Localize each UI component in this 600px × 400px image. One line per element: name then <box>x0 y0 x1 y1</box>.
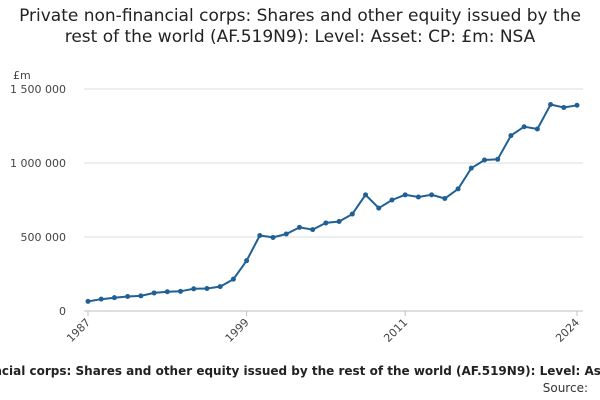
y-tick-label: 500 000 <box>21 231 67 244</box>
data-point <box>363 192 369 198</box>
data-point <box>442 196 448 202</box>
data-point <box>310 227 316 233</box>
y-axis-ticks: 0 500 000 1 000 000 1 500 000 <box>10 83 66 318</box>
data-point <box>85 298 91 304</box>
data-point <box>481 157 487 163</box>
y-tick-label: 1 500 000 <box>10 83 66 96</box>
data-point <box>548 102 554 108</box>
data-point <box>257 233 263 239</box>
data-point <box>349 211 355 217</box>
data-point <box>244 258 250 264</box>
data-point <box>270 234 276 240</box>
data-point <box>151 290 157 296</box>
grid-lines <box>84 88 583 312</box>
data-point <box>429 192 435 198</box>
data-point <box>178 288 184 294</box>
data-point <box>389 197 395 203</box>
data-point <box>191 286 197 292</box>
data-point <box>574 102 580 108</box>
data-point <box>138 293 144 299</box>
x-axis: 1987 1999 2011 2024 <box>64 310 583 345</box>
data-point <box>323 220 329 226</box>
data-points <box>85 102 580 304</box>
y-axis-label: £m <box>13 69 31 82</box>
data-point <box>468 165 474 171</box>
y-tick-label: 1 000 000 <box>10 157 66 170</box>
footer-caption: Private non-financial corps: Shares and … <box>0 364 600 378</box>
data-point <box>415 194 421 200</box>
data-point <box>283 231 289 237</box>
footer-caption-text: Private non-financial corps: Shares and … <box>0 364 600 378</box>
x-tick-label: 2024 <box>553 316 582 345</box>
data-point <box>508 133 514 139</box>
data-point <box>125 293 131 299</box>
data-point <box>230 276 236 282</box>
chart-title: Private non-financial corps: Shares and … <box>19 6 581 47</box>
data-point <box>336 218 342 224</box>
data-point <box>561 105 567 110</box>
data-point <box>217 284 223 290</box>
data-point <box>204 286 210 292</box>
data-point <box>164 289 170 295</box>
data-point <box>495 156 501 162</box>
data-point <box>455 186 461 192</box>
x-tick-label: 2011 <box>381 316 410 345</box>
data-point <box>98 296 104 302</box>
x-tick-label: 1999 <box>223 316 252 345</box>
series-line <box>87 103 578 303</box>
data-point <box>296 224 302 230</box>
data-point <box>402 192 408 198</box>
data-point <box>534 126 540 132</box>
y-tick-label: 0 <box>59 305 66 318</box>
data-point <box>376 205 382 211</box>
x-tick-label: 1987 <box>64 316 93 345</box>
source-label: Source: <box>542 381 588 395</box>
data-point <box>521 124 527 130</box>
data-point <box>111 295 117 301</box>
